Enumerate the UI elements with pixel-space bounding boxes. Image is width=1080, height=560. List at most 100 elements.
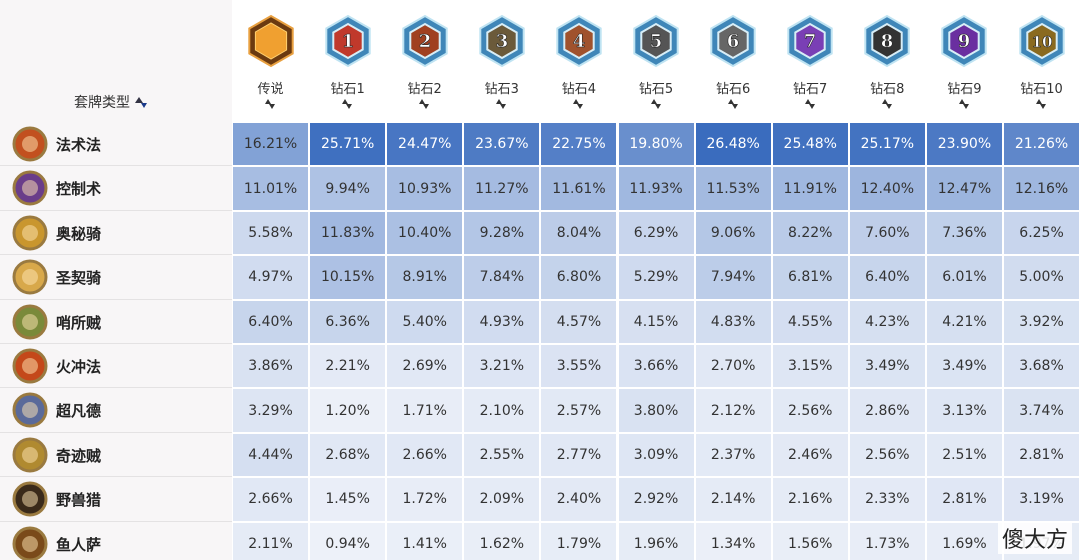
column-label: 钻石1 bbox=[330, 82, 365, 97]
table-cell: 12.16% bbox=[1004, 167, 1080, 210]
table-cell: 10.93% bbox=[387, 167, 463, 210]
table-cell: 11.91% bbox=[772, 167, 848, 210]
table-cell: 9.28% bbox=[464, 211, 540, 255]
column-label: 钻石3 bbox=[484, 82, 519, 97]
rank-badge: 10 bbox=[1018, 14, 1065, 68]
deck-name[interactable]: 超凡德 bbox=[56, 402, 102, 421]
deck-name[interactable]: 哨所贼 bbox=[56, 313, 102, 332]
table-cell: 2.55% bbox=[464, 433, 540, 477]
badge-number: 1 bbox=[341, 31, 354, 52]
deck-icon bbox=[12, 481, 48, 517]
rank-badge: 2 bbox=[401, 14, 448, 68]
badge-number: 6 bbox=[727, 31, 740, 52]
deck-name[interactable]: 火冲法 bbox=[56, 358, 102, 376]
table-cell: 1.79% bbox=[541, 522, 617, 560]
table-cell: 3.19% bbox=[1004, 478, 1080, 521]
deck-name[interactable]: 圣契骑 bbox=[56, 269, 102, 288]
row-separator bbox=[0, 431, 232, 433]
rank-badge: 5 bbox=[633, 14, 679, 68]
column-label: 钻石5 bbox=[638, 82, 674, 97]
table-cell: 11.93% bbox=[618, 167, 694, 210]
sort-icon[interactable] bbox=[1035, 98, 1047, 110]
badge-shape bbox=[794, 22, 826, 60]
badge-shape bbox=[563, 22, 595, 60]
sort-icon[interactable] bbox=[341, 98, 353, 110]
column-label: 钻石6 bbox=[715, 82, 751, 97]
badge-number: 9 bbox=[958, 31, 971, 52]
table-cell: 9.06% bbox=[695, 211, 771, 255]
badge-shape bbox=[408, 22, 441, 60]
deck-name[interactable]: 控制术 bbox=[56, 180, 102, 199]
deck-name[interactable]: 奥秘骑 bbox=[56, 224, 102, 243]
table-cell: 2.12% bbox=[695, 389, 771, 432]
row-separator bbox=[0, 343, 232, 344]
deck-name[interactable]: 奇迹贼 bbox=[56, 446, 102, 465]
table-cell: 3.49% bbox=[849, 345, 925, 388]
deck-icon bbox=[12, 304, 48, 340]
deck-name[interactable]: 法术法 bbox=[56, 136, 102, 154]
sort-icon[interactable] bbox=[264, 98, 276, 110]
row-separator bbox=[0, 476, 232, 478]
deck-name[interactable]: 野兽猎 bbox=[56, 491, 102, 510]
sort-icon[interactable] bbox=[418, 98, 430, 110]
table-cell: 4.97% bbox=[233, 256, 309, 299]
badge-number: 7 bbox=[804, 31, 817, 52]
sort-icon[interactable] bbox=[727, 98, 739, 110]
table-cell: 0.94% bbox=[310, 522, 386, 560]
rank-badge: 9 bbox=[941, 14, 988, 68]
table-cell: 2.81% bbox=[1004, 433, 1080, 477]
table-cell: 2.11% bbox=[233, 522, 309, 560]
deck-icon bbox=[12, 526, 48, 560]
sort-icon[interactable] bbox=[650, 98, 662, 110]
table-cell: 3.66% bbox=[618, 345, 694, 388]
table-cell: 2.40% bbox=[541, 478, 617, 521]
sort-icon[interactable] bbox=[495, 98, 507, 110]
table-cell: 8.22% bbox=[772, 211, 848, 255]
sort-icon[interactable] bbox=[804, 98, 816, 110]
table-cell: 3.15% bbox=[772, 345, 848, 388]
table-cell: 3.92% bbox=[1004, 300, 1080, 343]
table-cell: 7.36% bbox=[926, 211, 1002, 255]
table-cell: 3.09% bbox=[618, 433, 694, 477]
table-cell: 7.94% bbox=[695, 256, 771, 299]
badge-shape bbox=[1025, 22, 1058, 60]
table-cell: 25.17% bbox=[849, 123, 925, 166]
table-cell: 25.71% bbox=[310, 123, 386, 166]
table-cell: 22.75% bbox=[541, 123, 617, 166]
badge-shape bbox=[254, 22, 287, 60]
row-separator bbox=[0, 520, 232, 522]
column-label: 传说 bbox=[257, 82, 284, 97]
table-cell: 1.71% bbox=[387, 389, 463, 432]
table-cell: 1.20% bbox=[310, 389, 386, 432]
table-cell: 3.13% bbox=[926, 389, 1002, 432]
deck-type-header[interactable]: 套牌类型 bbox=[74, 92, 148, 112]
table-cell: 2.68% bbox=[310, 433, 386, 477]
table-cell: 21.26% bbox=[1004, 123, 1080, 166]
table-cell: 6.29% bbox=[618, 211, 694, 255]
table-cell: 2.56% bbox=[772, 389, 848, 432]
table-cell: 11.27% bbox=[464, 167, 540, 210]
table-cell: 3.21% bbox=[464, 345, 540, 388]
deck-icon bbox=[12, 170, 48, 206]
table-cell: 6.81% bbox=[772, 256, 848, 299]
table-cell: 4.15% bbox=[618, 300, 694, 343]
sort-icon[interactable] bbox=[572, 98, 584, 110]
deck-icon bbox=[12, 259, 48, 295]
table-cell: 3.86% bbox=[233, 345, 309, 388]
sort-icon[interactable] bbox=[881, 98, 893, 110]
sort-icon bbox=[135, 97, 148, 108]
table-cell: 8.91% bbox=[387, 256, 463, 299]
sort-icon[interactable] bbox=[958, 98, 970, 110]
table-cell: 4.55% bbox=[772, 300, 848, 343]
column-label: 钻石10 bbox=[1020, 82, 1063, 97]
deck-name[interactable]: 鱼人萨 bbox=[56, 535, 102, 554]
table-cell: 2.70% bbox=[695, 345, 771, 388]
table-cell: 1.69% bbox=[926, 522, 1002, 560]
rank-badge: 7 bbox=[787, 14, 833, 68]
badge-shape bbox=[331, 22, 364, 60]
table-cell: 1.96% bbox=[618, 522, 694, 560]
table-cell: 1.72% bbox=[387, 478, 463, 521]
table-cell: 4.83% bbox=[695, 300, 771, 343]
deck-icon bbox=[12, 348, 48, 384]
